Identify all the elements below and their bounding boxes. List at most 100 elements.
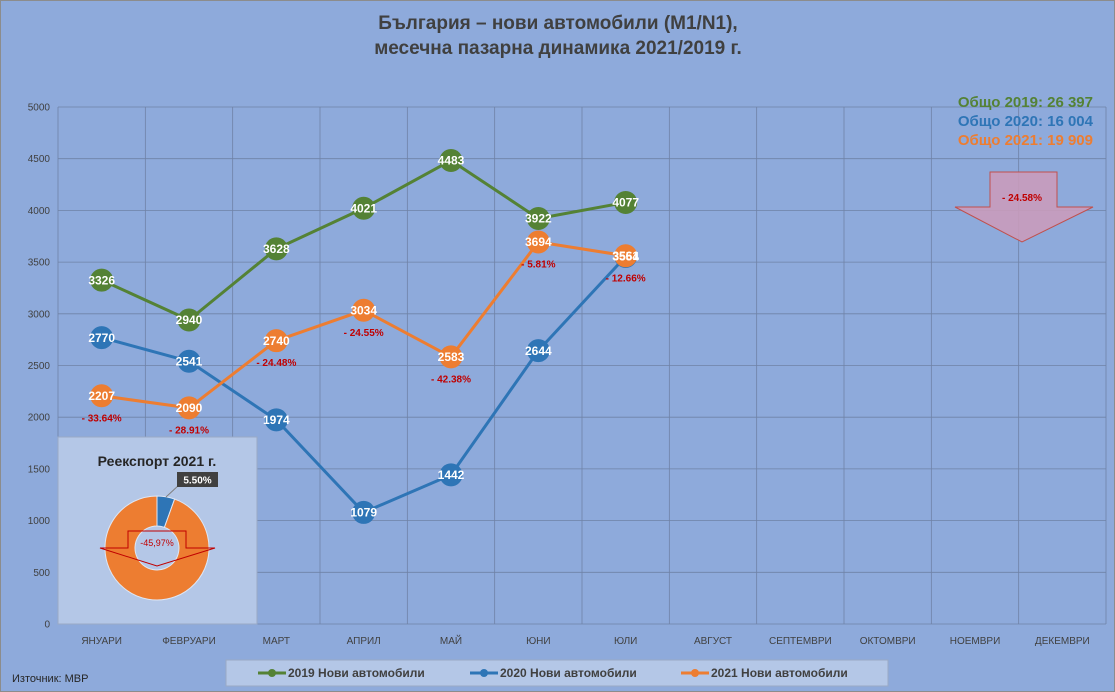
chart-title-line-1: България – нови автомобили (M1/N1),: [378, 13, 737, 34]
y-tick-label: 1000: [28, 516, 51, 527]
x-tick-label: МАРТ: [263, 636, 290, 647]
x-tick-label: ЮНИ: [526, 636, 551, 647]
reexport-change-arrow: [99, 530, 216, 567]
y-tick-label: 5000: [28, 103, 51, 114]
legend-label-2019: 2019 Нови автомобили: [288, 666, 425, 680]
data-label-2020: 1442: [438, 468, 465, 482]
donut-slice-1: [104, 495, 210, 601]
chart-title-line-2: месечна пазарна динамика 2021/2019 г.: [374, 38, 742, 59]
series-markers: [90, 148, 638, 524]
change-label: - 33.64%: [82, 413, 122, 424]
data-label-2019: 4077: [612, 196, 639, 210]
y-tick-label: 4000: [28, 206, 51, 217]
y-tick-label: 2500: [28, 361, 51, 372]
change-label: - 24.55%: [344, 328, 384, 339]
total-change-arrow: [954, 171, 1094, 243]
y-tick-label: 4500: [28, 154, 51, 165]
y-tick-label: 3500: [28, 258, 51, 269]
data-label-2020: 1079: [350, 506, 377, 520]
data-point-2021: [177, 396, 201, 420]
data-point-2021: [439, 345, 463, 369]
data-point-2019: [264, 237, 288, 261]
total-label-1: Общо 2020: 16 004: [958, 113, 1094, 130]
x-tick-label: МАЙ: [440, 634, 462, 647]
x-tick-label: АВГУСТ: [694, 636, 732, 647]
y-tick-label: 0: [44, 620, 50, 631]
legend-label-2021: 2021 Нови автомобили: [711, 666, 848, 680]
data-label-2021: 3034: [350, 303, 377, 317]
data-point-2019: [352, 196, 376, 220]
donut-chart: [104, 495, 210, 601]
legend-item-2019: 2019 Нови автомобили: [258, 666, 425, 680]
x-tick-label: АПРИЛ: [347, 636, 381, 647]
data-point-2020: [526, 339, 550, 363]
data-point-2019: [90, 268, 114, 292]
legend-label-2020: 2020 Нови автомобили: [500, 666, 637, 680]
x-tick-label: СЕПТЕМВРИ: [769, 636, 832, 647]
data-label-2020: 2541: [176, 354, 203, 368]
data-point-2019: [439, 148, 463, 172]
total-change-label: - 24.58%: [1002, 193, 1042, 204]
change-label: - 28.91%: [169, 425, 209, 436]
change-label: - 24.48%: [256, 358, 296, 369]
series-labels: 3326 2940 3628 4021 4483 3922 4077 2770 2541 1974…: [88, 154, 639, 520]
y-tick-label: 1500: [28, 464, 51, 475]
data-point-2019: [614, 190, 638, 214]
change-labels: - 33.64% - 28.91% - 24.48% - 24.55% - 42.38%…: [82, 260, 646, 437]
legend-marker-2019: [268, 669, 276, 677]
data-label-2019: 4021: [350, 201, 377, 215]
callout-box: [177, 472, 218, 487]
plot-grid: [57, 106, 1107, 625]
x-tick-label: ФЕВРУАРИ: [162, 636, 216, 647]
data-label-2019: 3922: [525, 212, 552, 226]
data-label-2021: 2740: [263, 334, 290, 348]
legend-marker-2020: [480, 669, 488, 677]
data-point-2021: [264, 329, 288, 353]
data-label-2020: 2770: [88, 331, 115, 345]
data-point-2019: [526, 206, 550, 230]
inset-title: Реекспорт 2021 г.: [98, 453, 217, 469]
x-tick-label: ЮЛИ: [614, 636, 637, 647]
data-point-2020: [352, 500, 376, 524]
data-label-2021: 2583: [438, 350, 465, 364]
data-label-2019: 4483: [438, 154, 465, 168]
y-tick-label: 2000: [28, 413, 51, 424]
data-label-2021: 2090: [176, 401, 203, 415]
y-tick-label: 3000: [28, 309, 51, 320]
total-change-callout: - 24.58%: [954, 171, 1094, 243]
data-point-2021: [526, 230, 550, 254]
total-label-0: Общо 2019: 26 397: [958, 94, 1093, 111]
data-label-2021: 2207: [88, 389, 115, 403]
x-tick-label: ДЕКЕМВРИ: [1035, 636, 1090, 647]
data-label-2021: 3694: [525, 235, 552, 249]
legend-item-2020: 2020 Нови автомобили: [470, 666, 637, 680]
data-label-2020: 1974: [263, 413, 290, 427]
data-point-2021: [352, 298, 376, 322]
source-note: Източник: МВР: [12, 673, 88, 685]
data-label-2019: 2940: [176, 313, 203, 327]
data-point-2020: [90, 326, 114, 350]
data-label-2019: 3628: [263, 242, 290, 256]
totals-block: Общо 2019: 26 397 Общо 2020: 16 004 Общо 2…: [958, 94, 1094, 149]
change-label: - 5.81%: [521, 260, 556, 271]
x-tick-label: НОЕМВРИ: [950, 636, 1001, 647]
legend-item-2021: 2021 Нови автомобили: [681, 666, 848, 680]
data-point-2019: [177, 308, 201, 332]
callout-label: 5.50%: [183, 476, 211, 487]
reexport-change-label: -45,97%: [140, 538, 174, 548]
data-point-2021: [90, 384, 114, 408]
data-label-2020: 2644: [525, 344, 552, 358]
legend: 2019 Нови автомобили 2020 Нови автомобили…: [225, 659, 889, 687]
data-point-2020: [177, 349, 201, 373]
y-axis: 0 500 1000 1500 2000 2500 3000 3500 4000 4500 5000: [28, 103, 51, 631]
callout-leader-line: [165, 484, 180, 498]
data-point-2021: [614, 244, 638, 268]
data-label-2019: 3326: [88, 273, 115, 287]
data-point-2020: [264, 408, 288, 432]
change-label: - 42.38%: [431, 374, 471, 385]
x-axis: ЯНУАРИ ФЕВРУАРИ МАРТ АПРИЛ МАЙ ЮНИ ЮЛИ АВГУСТ СЕ…: [81, 634, 1089, 647]
legend-background: [225, 659, 889, 687]
data-label-2021: 3561: [612, 249, 639, 263]
y-tick-label: 500: [33, 568, 50, 579]
